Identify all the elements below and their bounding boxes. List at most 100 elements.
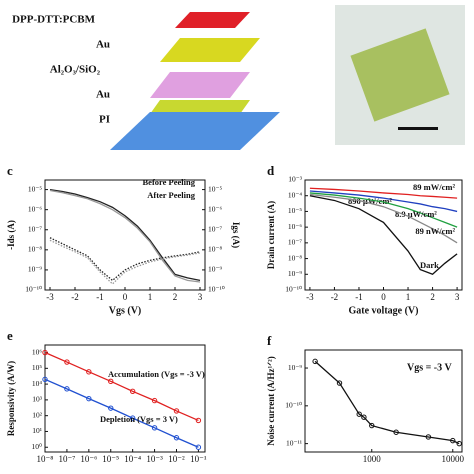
y-tick-label: 10² [32,410,43,419]
point [86,395,92,402]
x-tick-label: 3 [198,292,203,302]
y-tick-label: 10¹ [32,426,42,435]
x-tick-label: 10⁻⁵ [102,454,119,464]
layer-label: DPP-DTT:PCBM [12,14,96,26]
photo-device [350,28,450,122]
x-tick-label: 1000 [363,454,382,464]
point [64,359,70,365]
y-tick-label: 10⁻⁸ [288,253,302,262]
point [336,380,343,386]
y-tick-label: 10⁻⁵ [288,206,302,215]
y-tick-label: 10⁻⁶ [288,222,302,231]
point [425,434,432,440]
y-tick-label: 10⁻⁹ [288,363,302,372]
legend-label: Dark [420,260,439,270]
x-tick-label: 2 [173,292,178,302]
panel-label: d [267,163,275,178]
x-axis-label: Vgs (V) [109,305,142,316]
legend-label: Accumulation (Vgs = -3 V) [108,369,205,379]
y-axis-label: Noise current (A/Hz¹ᐟ²) [266,356,276,446]
y-axis-label: Responsivity (A/W) [6,361,16,436]
x-axis-label: Gate voltage (V) [349,305,419,316]
series-line [49,188,201,282]
layer-shape [110,112,280,150]
point [195,417,202,424]
x-tick-label: -3 [306,292,314,302]
series-line [44,351,199,422]
x-tick-label: -2 [71,292,79,302]
x-tick-label: 10⁻⁷ [58,454,75,464]
x-tick-label: 1 [406,292,411,302]
layer-stack: DPP-DTT:PCBM Au Al₂O₃/SiO₂ Au PI [12,5,465,150]
x-tick-label: 0 [381,292,386,302]
y-tick-label: 10⁰ [31,442,42,451]
legend-label: 8.9 μW/cm² [395,209,437,219]
y2-tick-label: 10⁻⁹ [208,265,222,274]
plot-frame [304,349,463,453]
y-tick-label: 10⁻⁵ [28,184,42,193]
legend-label: After Peeling [147,190,196,200]
point [356,411,362,417]
legend-label: Depletion (Vgs = 3 V) [100,414,178,424]
legend-label: 89 mW/cm² [413,182,455,192]
layer-label: PI [99,114,110,126]
x-tick-label: 10⁻⁶ [80,454,97,464]
panel-label: f [267,333,272,348]
layer-label: Au [96,39,110,51]
series-line [309,195,458,276]
point [151,425,158,431]
y2-tick-label: 10⁻⁶ [208,204,222,213]
series-line [44,378,199,448]
point [361,414,367,420]
y2-tick-label: 10⁻¹⁰ [208,285,225,294]
x-tick-label: 10000 [442,454,465,464]
x-tick-label: 10⁻⁸ [37,454,54,464]
series-line [49,237,201,282]
y-tick-label: 10⁴ [32,379,43,388]
point [129,388,136,395]
annotation: Vgs = -3 V [407,362,452,373]
y-tick-label: 10⁻³ [288,175,302,184]
point [151,397,158,404]
y-tick-label: 10⁻⁷ [288,238,302,247]
layer-label: Al₂O₃/SiO₂ [50,64,101,76]
y-tick-label: 10⁻¹⁰ [285,401,302,410]
y-tick-label: 10⁻⁶ [28,204,42,213]
y2-axis-label: Igs (A) [231,222,241,248]
y2-tick-label: 10⁻⁸ [208,245,222,254]
series-line [314,360,460,445]
point [42,376,48,383]
point [173,408,180,414]
panel-label: c [7,163,13,178]
y-tick-label: 10⁻¹¹ [286,438,302,447]
x-tick-label: -1 [96,292,104,302]
y-tick-label: 10⁻⁷ [28,224,42,233]
x-tick-label: 3 [455,292,460,302]
point [369,422,375,429]
y-tick-label: 10⁶ [32,347,43,356]
series-line [49,239,201,285]
y-tick-label: 10⁻⁸ [28,245,42,254]
x-tick-label: 2 [430,292,435,302]
point [129,415,136,421]
point [86,369,92,375]
plot-frame [44,344,206,453]
layer-shape [175,12,250,28]
scale-bar [398,127,438,130]
point [173,435,180,441]
y-tick-label: 10⁻⁹ [28,265,42,274]
x-tick-label: -2 [331,292,339,302]
x-tick-label: 10⁻² [168,454,185,464]
series-line [309,192,458,228]
point [64,386,70,392]
x-tick-label: -3 [46,292,54,302]
y-tick-label: 10⁻⁹ [288,269,302,278]
series-line [49,189,201,283]
y2-tick-label: 10⁻⁵ [208,184,222,193]
x-tick-label: 1 [148,292,153,302]
x-tick-label: 0 [123,292,128,302]
point [393,429,399,435]
y-tick-label: 10⁻¹⁰ [25,285,42,294]
y-tick-label: 10⁻¹⁰ [285,285,302,294]
y-axis-label: Drain current (A) [266,201,276,269]
